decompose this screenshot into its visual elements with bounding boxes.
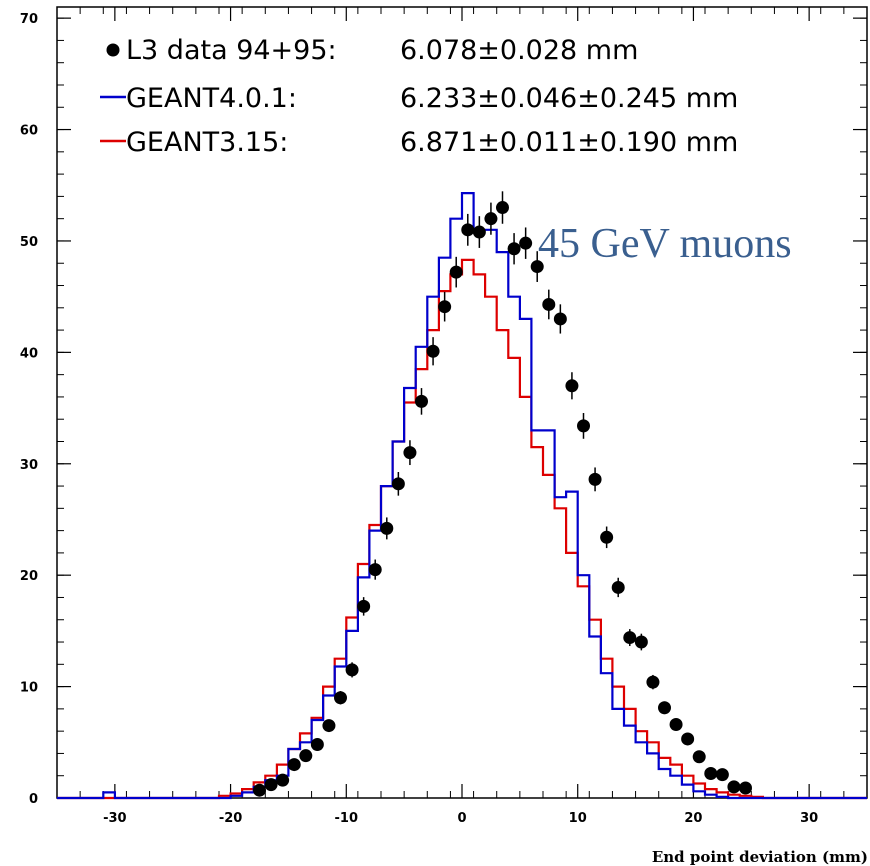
data-point xyxy=(704,766,718,780)
data-point xyxy=(681,732,695,746)
data-point xyxy=(496,201,509,215)
data-point xyxy=(345,663,359,677)
data-point xyxy=(692,750,706,764)
series-geant3-step xyxy=(57,258,867,800)
data-point xyxy=(253,783,266,797)
series-layer xyxy=(57,191,867,800)
legend-value-geant3: 6.871±0.011±0.190 mm xyxy=(400,127,738,158)
data-point xyxy=(646,675,660,689)
data-point xyxy=(553,312,567,326)
data-point xyxy=(438,300,452,314)
data-point xyxy=(519,236,533,250)
legend-value-data: 6.078±0.028 mm xyxy=(400,35,638,66)
x-tick-label: 20 xyxy=(684,811,702,826)
data-point xyxy=(634,635,648,649)
data-point xyxy=(368,563,382,577)
data-point xyxy=(669,717,683,731)
legend: L3 data 94+95: 6.078±0.028 mm GEANT4.0.1… xyxy=(100,35,738,158)
x-axis-label: End point deviation (mm) xyxy=(652,848,868,866)
data-point xyxy=(507,242,521,256)
legend-label-data: L3 data 94+95: xyxy=(126,35,337,66)
x-tick-label: -30 xyxy=(103,811,127,826)
x-tick-label: -10 xyxy=(335,811,359,826)
x-tick-label: 0 xyxy=(457,811,466,826)
plot-frame xyxy=(56,6,868,799)
data-point xyxy=(727,780,741,794)
data-point xyxy=(264,778,278,792)
data-point xyxy=(415,394,428,408)
data-point xyxy=(461,223,475,237)
series-geant4-step xyxy=(57,192,867,800)
data-point xyxy=(588,472,602,486)
data-point xyxy=(611,580,625,594)
data-point xyxy=(600,530,614,544)
data-point xyxy=(739,781,752,795)
data-point xyxy=(472,225,486,239)
data-point xyxy=(449,265,463,279)
data-point xyxy=(623,631,637,645)
y-tick-label: 0 xyxy=(29,792,38,807)
y-tick-label: 10 xyxy=(20,681,38,696)
y-tick-label: 50 xyxy=(20,235,38,250)
data-point xyxy=(426,344,440,358)
data-point xyxy=(322,719,336,733)
data-point xyxy=(658,701,671,715)
data-point xyxy=(310,738,324,752)
legend-marker-data xyxy=(106,43,120,57)
data-point xyxy=(299,749,313,763)
data-point xyxy=(715,768,729,782)
data-point xyxy=(276,773,290,787)
data-point xyxy=(357,599,371,613)
data-point xyxy=(530,260,544,274)
axis-ticks: -30 -20 -10 0 10 20 30 0 10 20 30 40 50 60 70 xyxy=(20,7,868,826)
y-tick-label: 20 xyxy=(20,569,38,584)
data-point xyxy=(380,521,394,535)
data-point xyxy=(542,297,556,311)
legend-value-geant4: 6.233±0.046±0.245 mm xyxy=(400,83,738,114)
y-tick-label: 40 xyxy=(20,346,38,361)
data-point xyxy=(334,691,347,705)
legend-label-geant3: GEANT3.15: xyxy=(126,127,288,158)
data-point xyxy=(287,758,301,772)
y-tick-label: 70 xyxy=(20,12,38,27)
data-point xyxy=(403,446,417,460)
data-point xyxy=(565,379,579,393)
y-tick-label: 30 xyxy=(20,458,38,473)
annotation-45-gev-muons: 45 GeV muons xyxy=(538,221,792,267)
x-tick-label: 10 xyxy=(569,811,587,826)
y-tick-label: 60 xyxy=(20,124,38,139)
data-point xyxy=(577,419,590,433)
legend-label-geant4: GEANT4.0.1: xyxy=(126,83,297,114)
x-tick-label: -20 xyxy=(219,811,243,826)
data-point xyxy=(391,477,405,491)
x-tick-label: 30 xyxy=(800,811,818,826)
data-point xyxy=(484,212,498,226)
